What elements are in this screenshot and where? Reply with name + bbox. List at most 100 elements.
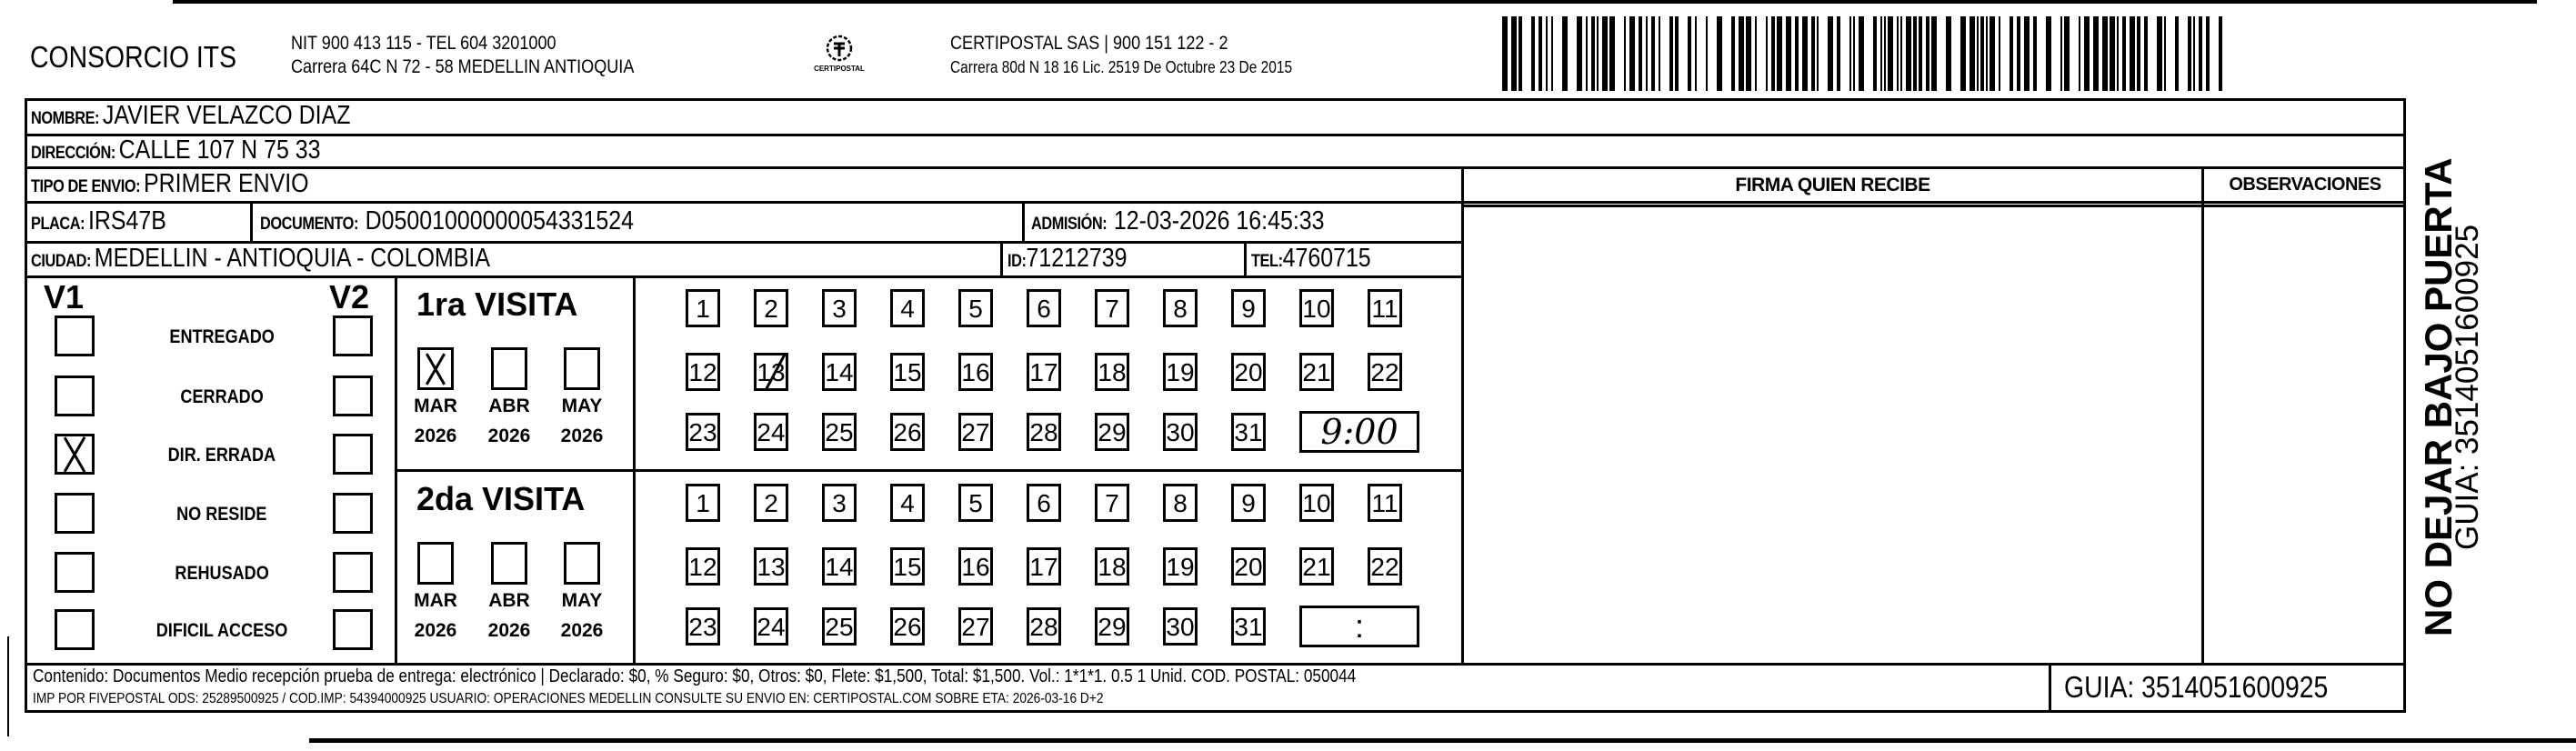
day-box-9[interactable]: 9	[1231, 484, 1266, 522]
day-box-8[interactable]: 8	[1163, 484, 1198, 522]
day-box-22[interactable]: 22	[1368, 353, 1402, 391]
day-box-8[interactable]: 8	[1163, 289, 1198, 327]
day-box-30[interactable]: 30	[1163, 413, 1198, 451]
month-checkbox-may[interactable]	[564, 542, 600, 585]
barcode-bar	[1897, 16, 1899, 91]
v2-checkbox-rehusado[interactable]	[333, 552, 373, 593]
day-box-17[interactable]: 17	[1027, 547, 1061, 586]
day-box-10[interactable]: 10	[1299, 484, 1334, 522]
day-box-10[interactable]: 10	[1299, 289, 1334, 327]
barcode-bar	[2122, 16, 2126, 91]
time-box[interactable]: 9:00	[1299, 411, 1419, 453]
barcode-bar	[2117, 16, 2119, 91]
day-box-26[interactable]: 26	[890, 413, 925, 451]
day-box-3[interactable]: 3	[822, 289, 857, 327]
signature-area[interactable]	[1464, 204, 2201, 663]
v1-checkbox-cerrado[interactable]	[55, 376, 95, 416]
day-box-18[interactable]: 18	[1095, 547, 1129, 586]
day-box-20[interactable]: 20	[1231, 547, 1266, 586]
day-box-3[interactable]: 3	[822, 484, 857, 522]
day-box-25[interactable]: 25	[822, 413, 857, 451]
day-box-15[interactable]: 15	[890, 547, 925, 586]
month-checkbox-mar[interactable]	[417, 347, 454, 390]
v2-checkbox-dificil-acceso[interactable]	[333, 609, 373, 650]
day-box-14[interactable]: 14	[822, 547, 857, 586]
status-label: ENTREGADO	[131, 326, 313, 348]
day-box-7[interactable]: 7	[1095, 484, 1129, 522]
day-box-11[interactable]: 11	[1368, 484, 1402, 522]
day-box-1[interactable]: 1	[686, 289, 720, 327]
day-box-15[interactable]: 15	[890, 353, 925, 391]
day-box-5[interactable]: 5	[958, 289, 993, 327]
barcode-bar	[1771, 16, 1775, 91]
time-box[interactable]: :	[1299, 606, 1419, 647]
day-box-27[interactable]: 27	[958, 607, 993, 646]
day-box-5[interactable]: 5	[958, 484, 993, 522]
day-box-1[interactable]: 1	[686, 484, 720, 522]
barcode-bar	[1960, 16, 1966, 91]
day-box-24[interactable]: 24	[754, 413, 788, 451]
month-checkbox-may[interactable]	[564, 347, 600, 390]
status-label: REHUSADO	[131, 563, 313, 585]
barcode-bar	[1906, 16, 1911, 91]
barcode-bar	[1853, 16, 1855, 91]
day-box-28[interactable]: 28	[1027, 413, 1061, 451]
day-box-6[interactable]: 6	[1027, 289, 1061, 327]
barcode-bar	[1624, 16, 1626, 91]
day-box-12[interactable]: 12	[686, 547, 720, 586]
day-box-6[interactable]: 6	[1027, 484, 1061, 522]
day-box-30[interactable]: 30	[1163, 607, 1198, 646]
month-checkbox-mar[interactable]	[417, 542, 454, 585]
month-checkbox-abr[interactable]	[491, 542, 527, 585]
day-box-4[interactable]: 4	[890, 289, 925, 327]
v2-checkbox-entregado[interactable]	[333, 315, 373, 356]
month-year: 2026	[560, 620, 604, 641]
divider	[2201, 166, 2204, 663]
day-box-9[interactable]: 9	[1231, 289, 1266, 327]
day-box-21[interactable]: 21	[1299, 547, 1334, 586]
day-box-28[interactable]: 28	[1027, 607, 1061, 646]
day-box-2[interactable]: 2	[754, 289, 788, 327]
v1-checkbox-dir-errada[interactable]	[55, 434, 95, 475]
v2-checkbox-no-reside[interactable]	[333, 493, 373, 534]
v1-checkbox-no-reside[interactable]	[55, 493, 95, 534]
day-box-12[interactable]: 12	[686, 353, 720, 391]
v1-checkbox-rehusado[interactable]	[55, 552, 95, 593]
day-box-17[interactable]: 17	[1027, 353, 1061, 391]
day-box-2[interactable]: 2	[754, 484, 788, 522]
day-box-21[interactable]: 21	[1299, 353, 1334, 391]
day-box-20[interactable]: 20	[1231, 353, 1266, 391]
day-box-29[interactable]: 29	[1095, 607, 1129, 646]
v1-checkbox-dificil-acceso[interactable]	[55, 609, 95, 650]
day-box-19[interactable]: 19	[1163, 353, 1198, 391]
day-box-4[interactable]: 4	[890, 484, 925, 522]
day-box-23[interactable]: 23	[686, 413, 720, 451]
day-box-16[interactable]: 16	[958, 353, 993, 391]
day-box-7[interactable]: 7	[1095, 289, 1129, 327]
day-box-14[interactable]: 14	[822, 353, 857, 391]
observaciones-area[interactable]	[2204, 207, 2403, 663]
day-box-13[interactable]: 13	[754, 547, 788, 586]
day-box-31[interactable]: 31	[1231, 413, 1266, 451]
day-box-18[interactable]: 18	[1095, 353, 1129, 391]
day-box-26[interactable]: 26	[890, 607, 925, 646]
month-checkbox-abr[interactable]	[491, 347, 527, 390]
day-box-25[interactable]: 25	[822, 607, 857, 646]
day-box-13[interactable]: 13	[754, 353, 788, 391]
day-box-23[interactable]: 23	[686, 607, 720, 646]
barcode-bar	[1755, 16, 1757, 91]
day-box-19[interactable]: 19	[1163, 547, 1198, 586]
v1-checkbox-entregado[interactable]	[55, 315, 95, 356]
day-box-16[interactable]: 16	[958, 547, 993, 586]
company-info: NIT 900 413 115 - TEL 604 3201000 Carrer…	[291, 33, 635, 77]
footer-contents: Contenido: Documentos Medio recepción pr…	[33, 666, 1357, 686]
day-box-29[interactable]: 29	[1095, 413, 1129, 451]
v2-checkbox-dir-errada[interactable]	[333, 434, 373, 475]
day-box-27[interactable]: 27	[958, 413, 993, 451]
day-box-11[interactable]: 11	[1368, 289, 1402, 327]
barcode-bar	[1519, 16, 1522, 91]
day-box-31[interactable]: 31	[1231, 607, 1266, 646]
v2-checkbox-cerrado[interactable]	[333, 376, 373, 416]
day-box-24[interactable]: 24	[754, 607, 788, 646]
day-box-22[interactable]: 22	[1368, 547, 1402, 586]
